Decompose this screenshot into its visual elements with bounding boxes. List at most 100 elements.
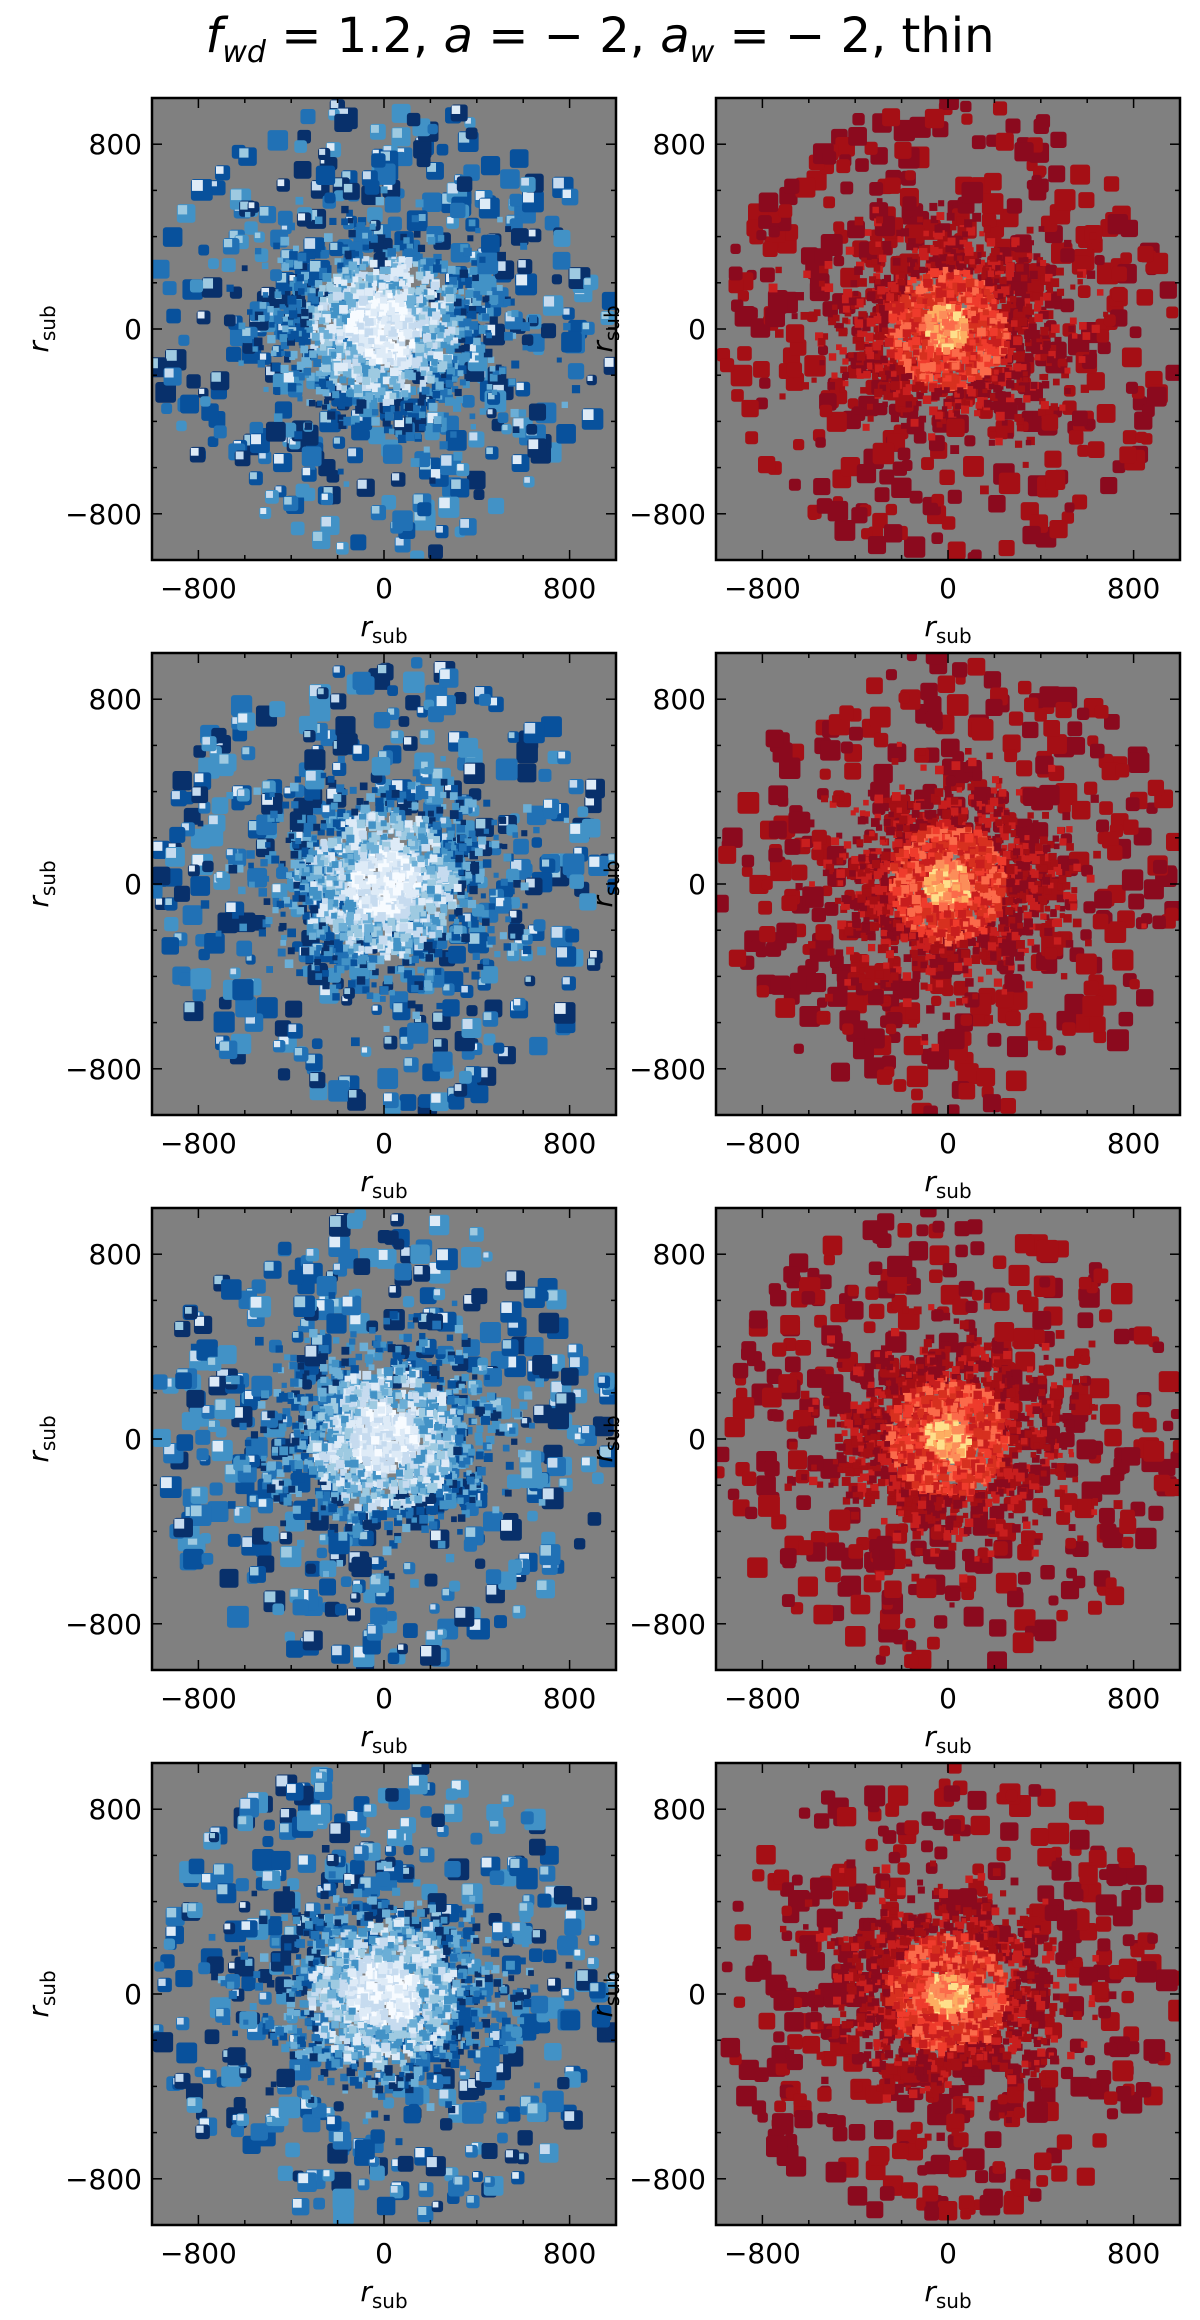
cell [276, 375, 283, 382]
cell [927, 303, 933, 309]
cell [304, 935, 312, 943]
cell [943, 387, 950, 394]
cell [919, 373, 926, 380]
cell [392, 263, 398, 270]
cell [389, 350, 398, 359]
cell [461, 985, 468, 993]
cell [394, 374, 401, 381]
cell [834, 520, 856, 541]
title-a-val: = − 2, [473, 8, 661, 64]
cell [450, 431, 457, 438]
cell [994, 278, 1000, 284]
cell [415, 351, 424, 361]
cell [970, 355, 976, 361]
cell [980, 262, 990, 272]
cell [941, 318, 950, 326]
cell [347, 317, 356, 326]
cell [342, 171, 351, 180]
cell [842, 371, 850, 379]
cell [314, 383, 320, 389]
cell [835, 255, 841, 261]
cell [348, 261, 358, 271]
cell [277, 310, 284, 317]
cell [471, 971, 480, 980]
cell [304, 422, 313, 430]
cell [454, 308, 461, 316]
cell [932, 240, 941, 249]
cell [427, 376, 435, 384]
cell [360, 271, 368, 279]
cell [824, 260, 833, 269]
cell [1111, 266, 1127, 282]
cell [419, 363, 429, 373]
cell [1064, 239, 1072, 248]
cell [311, 324, 318, 331]
cell [997, 293, 1004, 299]
cell [992, 101, 1008, 116]
cell [819, 360, 825, 366]
cell [850, 280, 858, 287]
cell [330, 242, 338, 250]
cell [408, 342, 416, 349]
cell [410, 458, 420, 467]
cell [336, 345, 344, 353]
cell [388, 299, 396, 307]
cell [382, 418, 391, 427]
cell [391, 267, 401, 277]
cell [310, 1073, 319, 1082]
cell [400, 233, 407, 241]
cell [942, 347, 951, 355]
cell [248, 821, 259, 831]
cell [432, 377, 439, 384]
cell [960, 323, 969, 332]
cell [394, 302, 403, 310]
cell [357, 222, 366, 230]
cell [458, 330, 466, 338]
cell [486, 384, 493, 390]
cell [341, 279, 348, 286]
cell [874, 487, 890, 503]
cell [1050, 278, 1060, 288]
cell [1103, 311, 1109, 317]
cell [1016, 343, 1025, 352]
cell [364, 348, 374, 357]
cell [1031, 174, 1042, 186]
cell [982, 388, 988, 394]
cell [374, 392, 381, 398]
cell [449, 732, 460, 743]
cell [1000, 358, 1008, 366]
cell [443, 412, 449, 418]
cell [387, 307, 395, 316]
cell [517, 763, 537, 783]
cell [443, 336, 453, 345]
cell [1060, 366, 1068, 374]
cell [894, 339, 903, 347]
cell [315, 165, 336, 185]
cell [520, 322, 530, 332]
cell [759, 377, 771, 389]
cell [391, 731, 399, 738]
cell [1023, 293, 1030, 301]
cell [306, 251, 316, 260]
cell [411, 215, 419, 223]
cell [1005, 393, 1015, 403]
cell [382, 376, 391, 385]
cell [931, 289, 938, 296]
cell [332, 993, 340, 1001]
cell [323, 364, 331, 373]
cell [442, 999, 460, 1017]
y-tick-label: 0 [124, 313, 142, 346]
cell [436, 287, 442, 293]
cell [411, 306, 420, 315]
cell [950, 445, 960, 455]
cell [423, 289, 430, 295]
cell [853, 406, 862, 415]
cell [965, 366, 975, 376]
cell [904, 322, 912, 330]
cell [1005, 268, 1014, 278]
cell [836, 344, 842, 351]
cell [448, 945, 466, 964]
cell [213, 1011, 235, 1033]
cell [1125, 381, 1139, 394]
cell [370, 220, 377, 227]
